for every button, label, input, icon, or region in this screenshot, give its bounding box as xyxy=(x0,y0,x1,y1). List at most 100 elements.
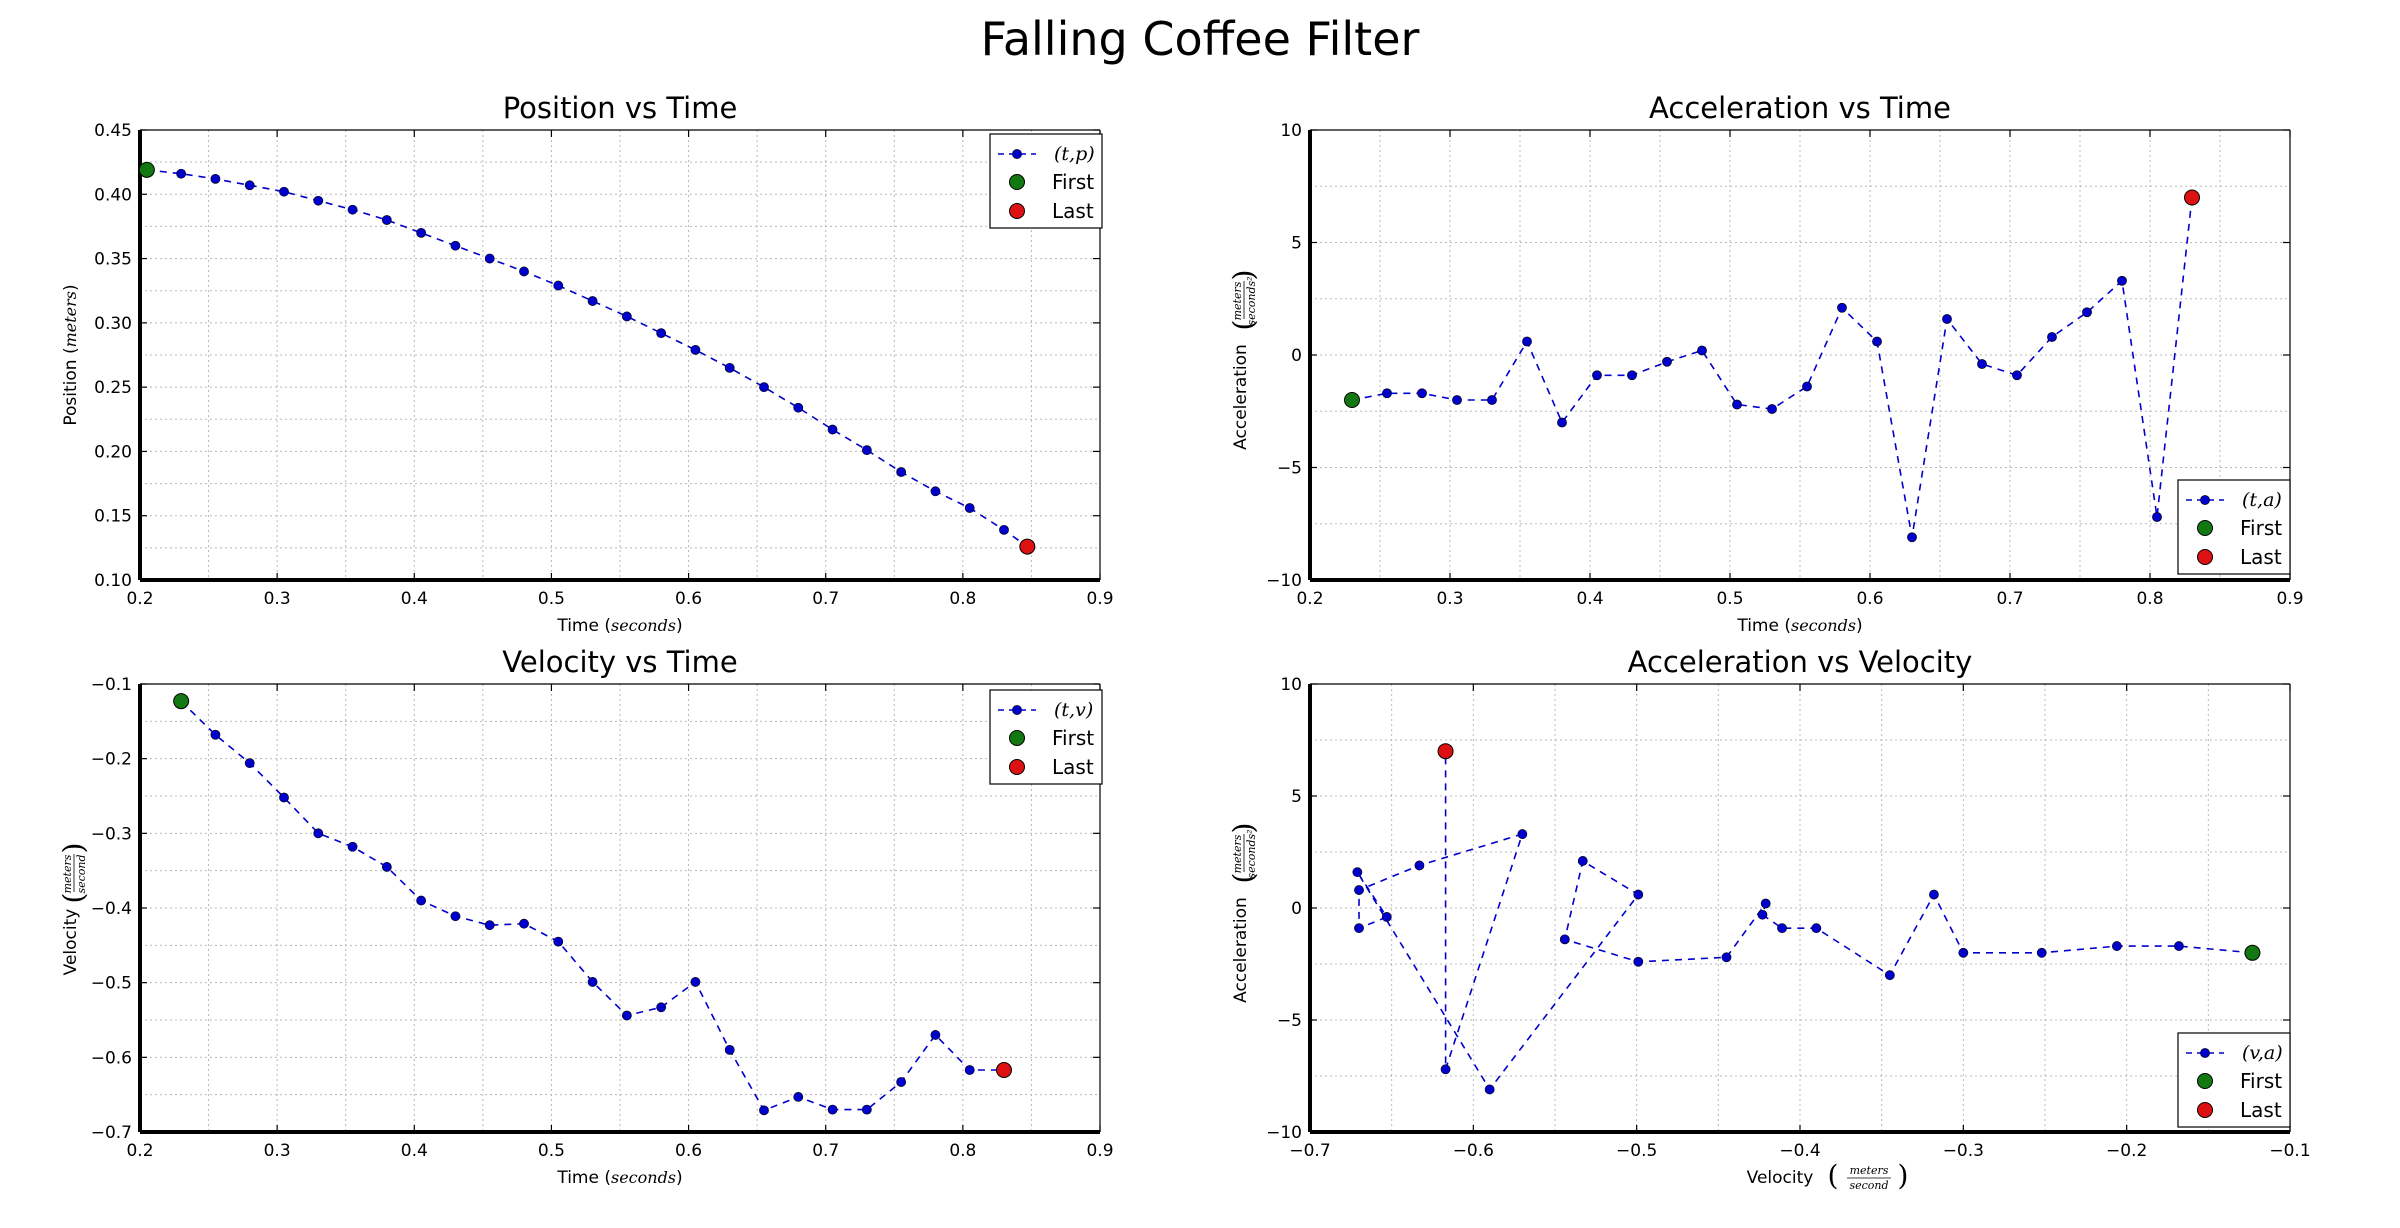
x-axis-unit-open: ( xyxy=(1779,616,1791,636)
y-axis-unit-open: ( xyxy=(61,347,81,359)
legend-label-first: First xyxy=(1052,726,1094,750)
last-point xyxy=(1019,538,1036,555)
data-point xyxy=(1811,923,1822,934)
grid xyxy=(139,129,1101,581)
last-point xyxy=(1437,743,1454,760)
y-tick-label: −0.1 xyxy=(91,675,132,695)
y-tick-label: −0.7 xyxy=(91,1123,132,1143)
y-axis-unit-den: second xyxy=(75,854,88,893)
data-point xyxy=(1662,356,1672,367)
data-point xyxy=(279,792,289,803)
x-axis-unit-open: ( xyxy=(599,616,611,636)
y-axis-label: Acceleration xyxy=(1231,897,1251,1003)
x-tick-label: 0.4 xyxy=(1576,589,1603,609)
data-point xyxy=(553,280,564,291)
x-tick-label: −0.6 xyxy=(1453,1141,1494,1161)
data-point xyxy=(930,486,941,497)
grid xyxy=(1309,683,2291,1133)
data-point xyxy=(930,1030,941,1040)
x-tick-label: 0.2 xyxy=(1296,589,1323,609)
legend-marker-first xyxy=(2197,1073,2213,1089)
x-axis-unit-close: ) xyxy=(676,616,683,636)
data-point xyxy=(210,173,221,184)
data-point xyxy=(587,296,598,306)
data-point xyxy=(587,977,598,987)
x-axis-label: Time (seconds) xyxy=(556,1168,682,1188)
data-point xyxy=(621,1010,632,1021)
x-axis-label-text: Time xyxy=(556,616,599,636)
y-tick-label: −10 xyxy=(1266,571,1302,591)
data-point xyxy=(1767,404,1777,414)
y-axis-unit-open: ( xyxy=(1227,320,1260,331)
x-tick-label: 0.4 xyxy=(401,1141,428,1161)
data-point xyxy=(1417,388,1427,399)
x-tick-label: 0.5 xyxy=(1716,589,1743,609)
data-point xyxy=(724,1044,735,1055)
data-point xyxy=(1907,532,1917,543)
x-axis-unit-close: ) xyxy=(676,1168,683,1188)
data-point xyxy=(2152,512,2162,522)
data-point xyxy=(656,1002,667,1013)
data-point xyxy=(416,227,427,238)
subplot-1: Position vs Time 0.2 0.3 0.4 0.5 0.6 0.7 0.8 0.9… xyxy=(61,91,1114,636)
subplot-title: Acceleration vs Velocity xyxy=(1628,645,1973,679)
y-axis-label-text: Position xyxy=(61,359,81,425)
data-point xyxy=(1352,867,1363,878)
legend-marker-first xyxy=(1009,174,1025,190)
data-point xyxy=(621,311,632,322)
y-tick-label: −0.2 xyxy=(91,750,132,770)
figure-title: Falling Coffee Filter xyxy=(980,12,1420,66)
data-point xyxy=(450,911,461,922)
y-axis-unit-den: seconds² xyxy=(1245,276,1258,325)
x-tick-label: 0.8 xyxy=(949,589,976,609)
data-point xyxy=(2117,275,2127,286)
x-axis-label-text: Time xyxy=(1736,616,1779,636)
x-axis-unit-num: meters xyxy=(1850,1164,1889,1177)
y-tick-label: −0.6 xyxy=(91,1048,132,1068)
x-tick-label: 0.5 xyxy=(538,589,565,609)
legend-marker-last xyxy=(2197,549,2213,565)
legend-label-first: First xyxy=(2240,1069,2282,1093)
data-point xyxy=(1354,923,1364,934)
data-point xyxy=(999,524,1009,535)
data-point xyxy=(484,920,495,931)
data-point xyxy=(1872,336,1882,347)
data-point xyxy=(690,977,701,987)
legend-label-series: (t,v) xyxy=(1054,699,1093,721)
y-tick-label: −0.4 xyxy=(91,899,132,919)
data-point xyxy=(1721,952,1732,963)
data-point xyxy=(450,240,461,251)
series-line xyxy=(146,169,1028,548)
data-point xyxy=(381,862,392,872)
data-point xyxy=(2111,941,2122,951)
data-point xyxy=(1557,417,1567,428)
y-tick-label: 10 xyxy=(1280,675,1302,695)
y-tick-label: 0.30 xyxy=(94,314,132,334)
y-axis-unit-den: seconds² xyxy=(1245,829,1258,878)
data-point xyxy=(1802,381,1812,392)
x-tick-label: −0.1 xyxy=(2269,1141,2310,1161)
data-point xyxy=(896,467,907,477)
legend-frame xyxy=(989,689,1103,785)
y-tick-label: −0.3 xyxy=(91,824,132,844)
x-tick-label: 0.6 xyxy=(675,589,702,609)
x-tick-label: 0.6 xyxy=(675,1141,702,1161)
x-axis-label: Time (seconds) xyxy=(1736,616,1862,636)
data-point xyxy=(1487,395,1497,405)
x-axis-unit-open: ( xyxy=(599,1168,611,1188)
legend: (t,v) First Last xyxy=(989,689,1103,785)
x-tick-label: 0.7 xyxy=(812,1141,839,1161)
y-tick-label: 0.45 xyxy=(94,121,132,141)
y-tick-label: 0.10 xyxy=(94,571,132,591)
x-tick-label: 0.8 xyxy=(2136,589,2163,609)
legend-marker-series xyxy=(1012,705,1022,715)
data-point xyxy=(1452,395,1462,405)
x-axis-label-text: Time xyxy=(556,1168,599,1188)
data-point xyxy=(1559,934,1570,945)
series-line xyxy=(1351,197,2193,538)
x-tick-label: 0.3 xyxy=(264,589,291,609)
legend-label-first: First xyxy=(2240,516,2282,540)
data-point xyxy=(861,445,872,456)
subplot-title: Acceleration vs Time xyxy=(1649,91,1951,125)
